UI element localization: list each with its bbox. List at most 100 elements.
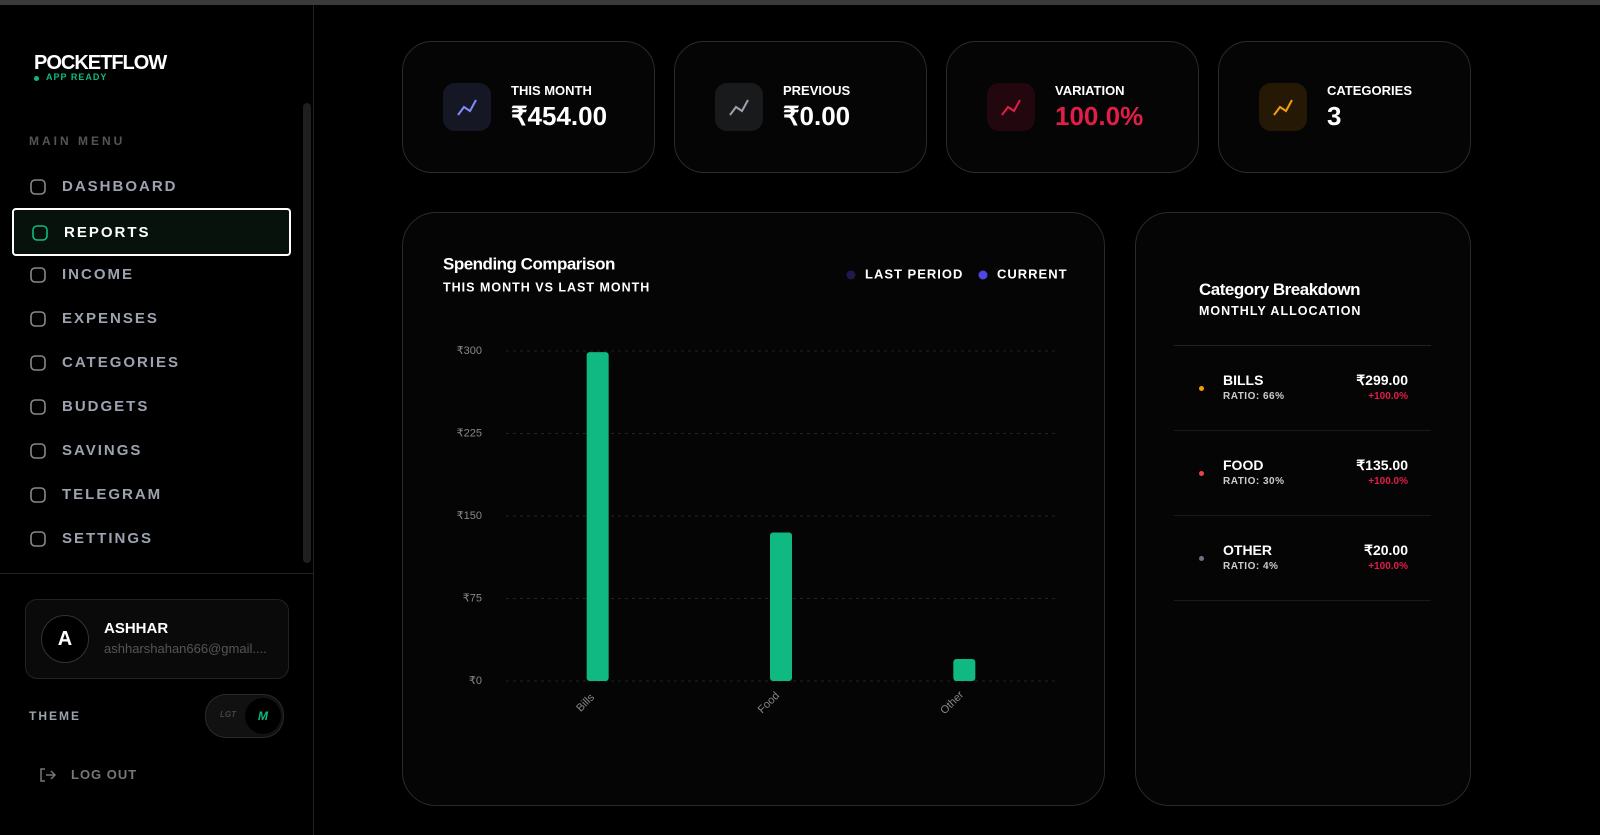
menu-label: INCOME (62, 266, 134, 283)
menu-item[interactable]: CATEGORIES (12, 340, 291, 388)
menu-icon (32, 225, 48, 241)
category-ratio: RATIO: 4% (1223, 561, 1279, 572)
menu-item[interactable]: SETTINGS (12, 516, 291, 564)
menu-icon (30, 179, 46, 195)
breakdown-title: Category Breakdown (1199, 280, 1361, 299)
menu-item[interactable]: INCOME (12, 252, 291, 300)
menu-label: BUDGETS (62, 398, 150, 415)
stat-icon (987, 83, 1035, 131)
y-tick-label: ₹300 (457, 345, 482, 357)
menu-item[interactable]: REPORTS (12, 208, 291, 256)
separator (1174, 600, 1431, 601)
chart: Spending Comparison THIS MONTH VS LAST M… (443, 254, 1068, 717)
menu-label: SETTINGS (62, 530, 154, 547)
icon-glyph (1001, 99, 1021, 116)
menu-label: EXPENSES (62, 310, 159, 327)
stat-card: CATEGORIES 3 (1218, 41, 1471, 173)
scrollbar (303, 103, 311, 563)
legend-dot (978, 270, 988, 280)
menu-item[interactable]: DASHBOARD (12, 164, 291, 212)
stat-value: ₹0.00 (783, 101, 851, 131)
stat-card: PREVIOUS ₹0.00 (674, 41, 927, 173)
bar (770, 532, 792, 681)
category-dot (1199, 471, 1204, 476)
menu-icon (30, 399, 46, 415)
stat-label: CATEGORIES (1327, 83, 1412, 98)
legend-label: LAST PERIOD (865, 266, 963, 281)
window-bar (0, 0, 1600, 5)
category-change: +100.0% (1368, 561, 1408, 572)
icon-shape (30, 531, 46, 547)
separator (1174, 345, 1431, 346)
chart-title: Spending Comparison (443, 254, 615, 273)
icon-shape (30, 443, 46, 459)
legend-label: CURRENT (997, 266, 1068, 281)
icon-glyph (457, 99, 477, 116)
y-tick-label: ₹225 (457, 427, 482, 439)
icon-shape (30, 487, 46, 503)
menu-label: SAVINGS (62, 442, 143, 459)
category-name: BILLS (1223, 372, 1264, 388)
stat-icon (715, 83, 763, 131)
category-change: +100.0% (1368, 391, 1408, 402)
menu-icon (30, 531, 46, 547)
icon-shape (32, 225, 48, 241)
icon-shape (729, 99, 749, 116)
menu-title: MAIN MENU (29, 134, 126, 148)
menu-item[interactable]: EXPENSES (12, 296, 291, 344)
menu-label: REPORTS (64, 224, 151, 241)
category-amount: ₹135.00 (1356, 457, 1408, 473)
separator (1174, 515, 1431, 516)
stat-icon (443, 83, 491, 131)
stat-icon (1259, 83, 1307, 131)
status: APP READY (46, 72, 108, 82)
icon-shape (30, 311, 46, 327)
separator (1174, 430, 1431, 431)
stat-card: THIS MONTH ₹454.00 (402, 41, 655, 173)
breakdown-subtitle: MONTHLY ALLOCATION (1199, 304, 1362, 318)
category-dot (1199, 386, 1204, 391)
menu-item[interactable]: TELEGRAM (12, 472, 291, 520)
y-tick-label: ₹0 (469, 675, 482, 687)
bar (586, 352, 609, 681)
x-tick-label: Other (938, 689, 966, 717)
logout-button[interactable]: LOG OUT (38, 763, 288, 787)
icon-shape (30, 267, 46, 283)
menu-item[interactable]: SAVINGS (12, 428, 291, 476)
category-amount: ₹299.00 (1356, 372, 1408, 388)
stat-card: VARIATION 100.0% (946, 41, 1199, 173)
brand: POCKETFLOW (34, 52, 167, 74)
icon-shape (30, 355, 46, 371)
chart-subtitle: THIS MONTH VS LAST MONTH (443, 280, 650, 294)
breakdown-card: Category Breakdown MONTHLY ALLOCATION BI… (1135, 212, 1471, 806)
category-ratio: RATIO: 30% (1223, 476, 1285, 487)
icon-shape (1273, 99, 1293, 116)
divider (0, 573, 313, 574)
menu-label: DASHBOARD (62, 178, 178, 195)
menu-item[interactable]: BUDGETS (12, 384, 291, 432)
stat-value: ₹454.00 (511, 101, 608, 131)
category-amount: ₹20.00 (1364, 542, 1408, 558)
icon-glyph (729, 99, 749, 116)
icon-shape (30, 399, 46, 415)
status-dot (34, 76, 39, 81)
user-card[interactable]: A ASHHAR ashharshahan666@gmail.... (25, 599, 289, 679)
category-name: OTHER (1223, 542, 1272, 558)
theme-toggle[interactable]: LGT M (205, 694, 284, 738)
menu-icon (30, 311, 46, 327)
menu-icon (30, 487, 46, 503)
icon-shape (30, 179, 46, 195)
category-ratio: RATIO: 66% (1223, 391, 1285, 402)
menu-icon (30, 267, 46, 283)
theme-label: THEME (29, 709, 81, 723)
stat-value: 100.0% (1055, 101, 1144, 131)
x-tick-label: Bills (574, 691, 597, 714)
bar (953, 659, 976, 681)
x-tick-label: Food (756, 690, 782, 716)
y-tick-label: ₹150 (457, 510, 482, 522)
menu-icon (30, 443, 46, 459)
category-name: FOOD (1223, 457, 1264, 473)
icon-glyph (1273, 99, 1293, 116)
sidebar: POCKETFLOW APP READY MAIN MENU DASHBOARD… (0, 5, 314, 835)
